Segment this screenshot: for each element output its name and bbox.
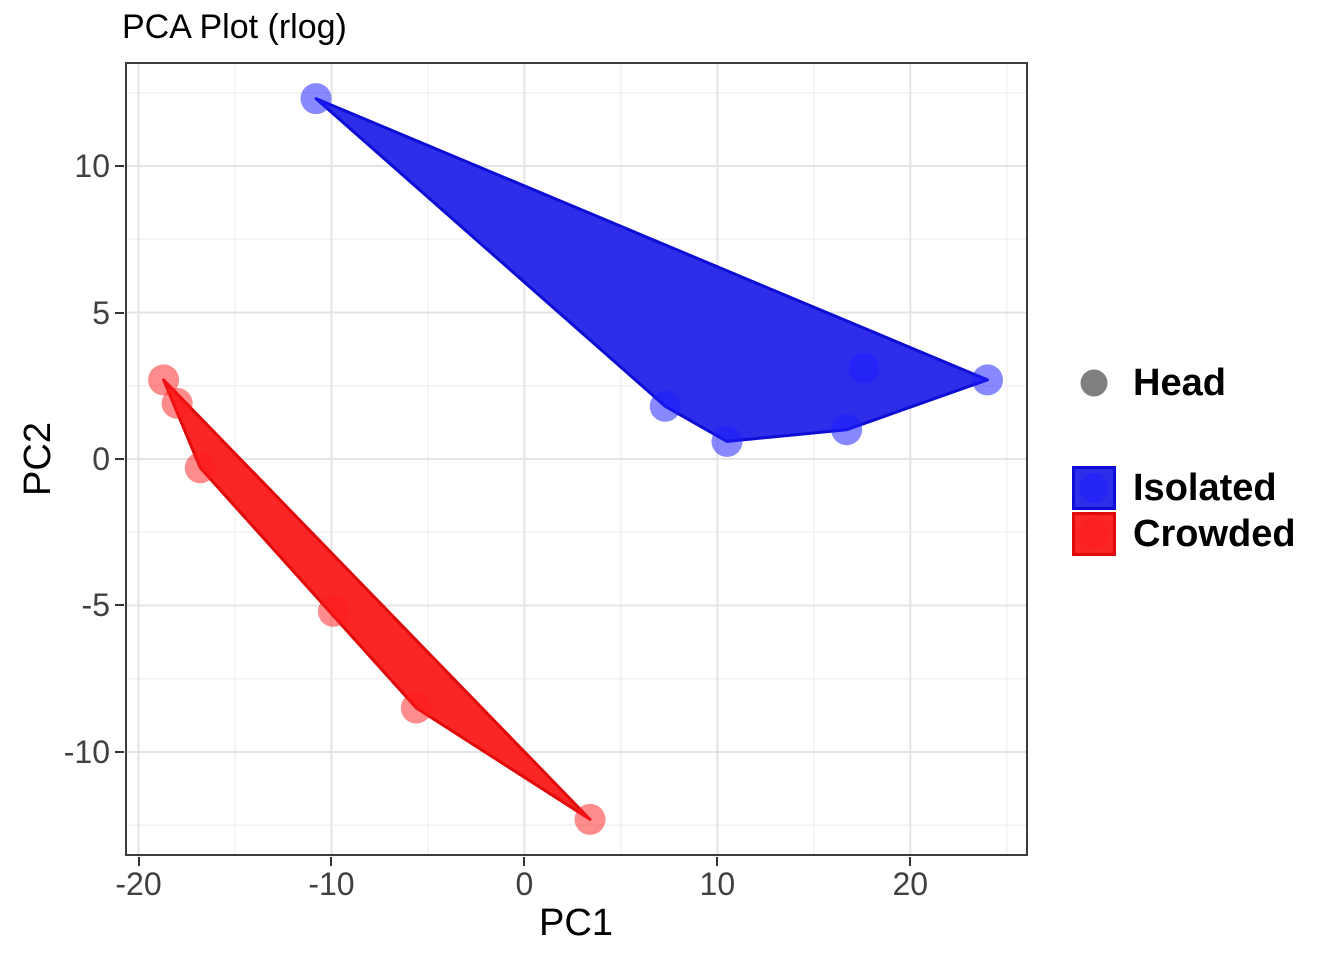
x-tick-label: -20 bbox=[115, 866, 162, 902]
x-tick-mark bbox=[716, 857, 719, 866]
y-tick-mark bbox=[115, 750, 124, 753]
x-tick-label: 10 bbox=[699, 866, 736, 902]
plot-panel bbox=[125, 62, 1028, 856]
y-tick-mark bbox=[115, 458, 124, 460]
panel-border bbox=[125, 62, 1028, 856]
y-tick-mark bbox=[115, 165, 124, 167]
legend-entry-head: Head bbox=[1072, 361, 1226, 405]
y-tick-label: 5 bbox=[92, 294, 110, 331]
data-point-crowded bbox=[574, 803, 606, 835]
data-point-isolated bbox=[848, 352, 880, 384]
y-tick-label: 0 bbox=[92, 441, 110, 477]
legend-label-isolated: Isolated bbox=[1133, 466, 1277, 509]
legend-entry-crowded: Crowded bbox=[1072, 512, 1296, 556]
chart-title: PCA Plot (rlog) bbox=[122, 8, 347, 46]
legend-entry-isolated: Isolated bbox=[1072, 466, 1277, 510]
x-tick-mark bbox=[137, 857, 140, 866]
data-point-isolated bbox=[831, 414, 863, 446]
x-axis-title: PC1 bbox=[539, 902, 613, 944]
y-tick-label: -5 bbox=[81, 587, 110, 624]
y-tick-mark bbox=[115, 604, 124, 607]
data-point-crowded bbox=[161, 387, 193, 419]
x-tick-label: 0 bbox=[515, 866, 534, 902]
legend: Head Isolated Crowded bbox=[1072, 0, 1344, 960]
data-point-crowded bbox=[317, 595, 349, 627]
y-tick-mark bbox=[115, 311, 124, 314]
data-point-crowded bbox=[400, 692, 432, 724]
legend-label-head: Head bbox=[1133, 361, 1226, 404]
legend-key-point bbox=[1079, 519, 1109, 549]
crowded-key-icon bbox=[1072, 512, 1116, 556]
data-point-isolated bbox=[711, 425, 743, 457]
hull-isolated bbox=[314, 97, 989, 443]
x-tick-mark bbox=[523, 857, 526, 866]
head-point-icon bbox=[1080, 369, 1108, 397]
data-point-isolated bbox=[649, 390, 681, 422]
data-point-isolated bbox=[971, 364, 1003, 396]
legend-key-point bbox=[1079, 473, 1109, 503]
plot-canvas bbox=[125, 62, 1028, 856]
hull-crowded bbox=[162, 378, 592, 821]
data-point-isolated bbox=[300, 83, 332, 115]
y-tick-label: -10 bbox=[63, 733, 110, 770]
data-point-crowded bbox=[184, 452, 216, 484]
x-tick-mark bbox=[909, 857, 912, 866]
x-tick-label: -10 bbox=[308, 866, 355, 902]
y-tick-label: 10 bbox=[74, 148, 110, 184]
x-tick-label: 20 bbox=[892, 866, 929, 902]
x-tick-mark bbox=[330, 857, 333, 866]
data-point-crowded bbox=[148, 364, 180, 396]
head-point-glyph bbox=[1080, 369, 1108, 397]
isolated-key-icon bbox=[1072, 466, 1116, 510]
legend-label-crowded: Crowded bbox=[1133, 512, 1296, 555]
